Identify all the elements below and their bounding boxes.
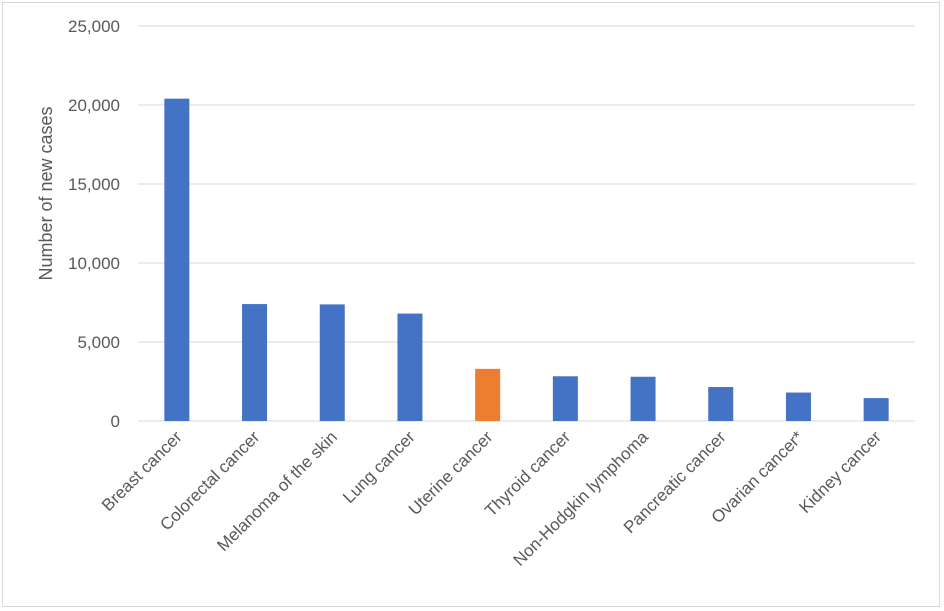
y-tick-label: 25,000 — [68, 17, 120, 36]
bar — [863, 398, 889, 421]
bar — [164, 98, 190, 422]
x-tick-label: Non-Hodgkin lymphoma — [509, 427, 652, 570]
bar — [552, 376, 578, 421]
y-tick-label: 20,000 — [68, 96, 120, 115]
bar — [630, 376, 656, 421]
y-axis-label: Number of new cases — [36, 106, 56, 280]
bar — [319, 304, 345, 421]
gridlines — [138, 25, 915, 422]
y-tick-label: 10,000 — [68, 254, 120, 273]
bar — [397, 313, 423, 421]
bar — [708, 387, 734, 421]
y-tick-label: 15,000 — [68, 175, 120, 194]
bars — [164, 98, 889, 422]
x-tick-label: Breast cancer — [98, 427, 186, 515]
bar — [475, 368, 501, 421]
y-tick-labels: 0 5,000 10,000 15,000 20,000 25,000 — [68, 17, 120, 431]
x-tick-label: Kidney cancer — [795, 427, 885, 517]
bar — [242, 304, 268, 421]
x-tick-label: Lung cancer — [339, 427, 419, 507]
y-tick-label: 5,000 — [77, 333, 120, 352]
y-tick-label: 0 — [111, 412, 120, 431]
bar — [785, 392, 811, 421]
